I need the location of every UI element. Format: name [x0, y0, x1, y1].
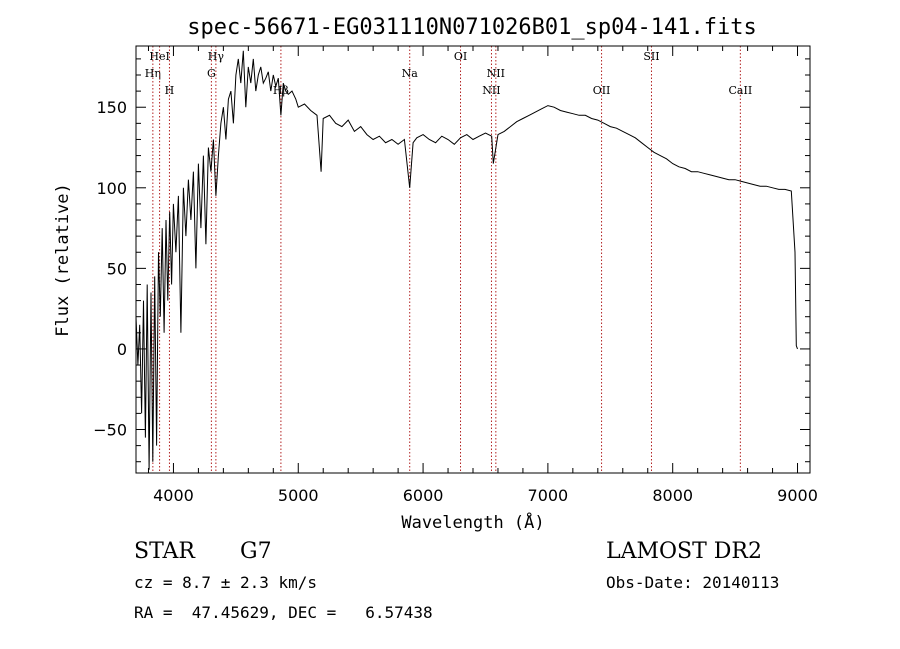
- line-marker-label-3: G: [207, 67, 216, 80]
- x-tick-label: 5000: [278, 486, 319, 505]
- line-marker-label-12: CaII: [729, 84, 753, 97]
- line-marker-label-8: NII: [482, 84, 500, 97]
- chart-title: spec-56671-EG031110N071026B01_sp04-141.f…: [187, 15, 757, 40]
- object-class: STAR: [134, 539, 195, 564]
- redshift-line: cz = 8.7 ± 2.3 km/s: [134, 573, 318, 592]
- y-tick-label: 0: [117, 340, 127, 359]
- plot-frame: [135, 45, 811, 474]
- line-marker-label-1: HeI: [149, 50, 169, 63]
- x-tick-label: 6000: [403, 486, 444, 505]
- object-subclass: G7: [240, 539, 272, 564]
- x-tick-label: 7000: [528, 486, 569, 505]
- line-marker-label-0: Hη: [145, 67, 161, 80]
- x-tick-label: 9000: [777, 486, 818, 505]
- y-tick-label: −50: [93, 420, 127, 439]
- x-tick-label: 4000: [153, 486, 194, 505]
- line-marker-label-9: NII: [487, 67, 505, 80]
- x-axis: 4000 5000 6000 7000 8000 9000: [147, 46, 818, 505]
- y-tick-label: 150: [96, 98, 127, 117]
- line-marker-label-4: Hγ: [208, 50, 225, 63]
- line-marker-label-10: OII: [593, 84, 611, 97]
- y-tick-label: 100: [96, 179, 127, 198]
- line-marker-label-2: H: [165, 84, 175, 97]
- y-axis-label: Flux (relative): [53, 183, 73, 337]
- x-axis-label: Wavelength (Å): [401, 511, 544, 533]
- line-marker-label-11: SII: [643, 50, 659, 63]
- coordinates: RA = 47.45629, DEC = 6.57438: [134, 603, 433, 622]
- spectrum-line: [135, 50, 798, 470]
- line-marker-label-6: Na: [402, 67, 419, 80]
- survey-name: LAMOST DR2: [606, 539, 762, 564]
- y-axis: −50 0 50 100 150: [93, 58, 810, 463]
- x-tick-label: 8000: [652, 486, 693, 505]
- y-tick-label: 50: [107, 259, 127, 278]
- line-marker-label-7: OI: [454, 50, 467, 63]
- obs-date: Obs-Date: 20140113: [606, 573, 780, 592]
